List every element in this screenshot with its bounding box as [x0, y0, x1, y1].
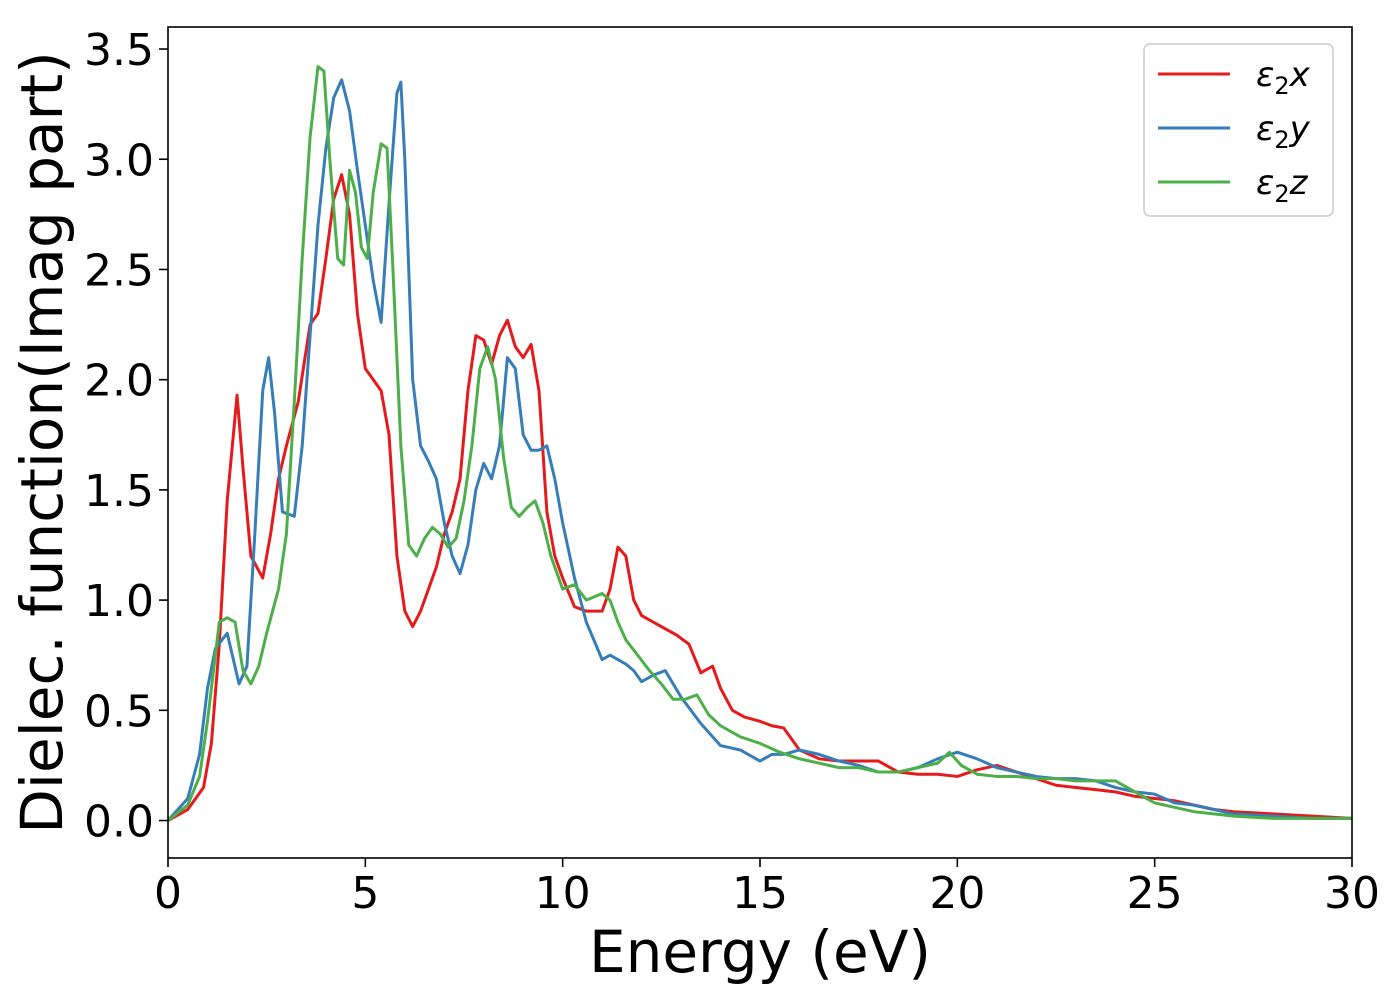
legend-box — [1143, 43, 1334, 217]
legend-symbol: ε — [1256, 109, 1274, 149]
legend-suffix: y — [1289, 109, 1311, 149]
x-tick-label: 0 — [154, 868, 182, 919]
x-tick-label: 5 — [351, 868, 379, 919]
y-tick-label: 1.5 — [84, 466, 154, 517]
plot-area — [168, 65, 1352, 823]
y-tick-label: 0.0 — [84, 797, 154, 848]
x-tick-label: 15 — [732, 868, 788, 919]
x-tick-label: 30 — [1324, 868, 1380, 919]
series-line-x — [168, 173, 1352, 823]
y-tick-label: 2.0 — [84, 356, 154, 407]
legend-label-z: ε2z — [1256, 163, 1309, 208]
series-line-z — [168, 65, 1352, 823]
axes: 0 5 10 15 20 25 30 0.0 0.5 1.0 1.5 2.0 2.5 3.0 3.5 Ener… — [8, 25, 1380, 986]
legend-subscript: 2 — [1274, 126, 1289, 154]
x-tick-label: 25 — [1127, 868, 1183, 919]
y-axis-label: Dielec. function(Imag part) — [8, 51, 76, 834]
legend-symbol: ε — [1256, 55, 1274, 95]
y-tick-label: 1.0 — [84, 576, 154, 627]
y-tick-label: 0.5 — [84, 686, 154, 737]
x-axis-label: Energy (eV) — [589, 918, 931, 986]
y-tick-label: 3.5 — [84, 25, 154, 76]
series-line-y — [168, 78, 1352, 823]
legend-suffix: z — [1289, 163, 1309, 203]
legend-symbol: ε — [1256, 163, 1274, 203]
legend-label-y: ε2y — [1256, 109, 1311, 154]
y-tick-label: 2.5 — [84, 245, 154, 296]
legend-label-x: ε2x — [1256, 55, 1311, 100]
legend-subscript: 2 — [1274, 72, 1289, 100]
legend-suffix: x — [1289, 55, 1311, 95]
y-tick-label: 3.0 — [84, 135, 154, 186]
legend-subscript: 2 — [1274, 180, 1289, 208]
x-tick-label: 20 — [929, 868, 985, 919]
x-tick-label: 10 — [535, 868, 591, 919]
